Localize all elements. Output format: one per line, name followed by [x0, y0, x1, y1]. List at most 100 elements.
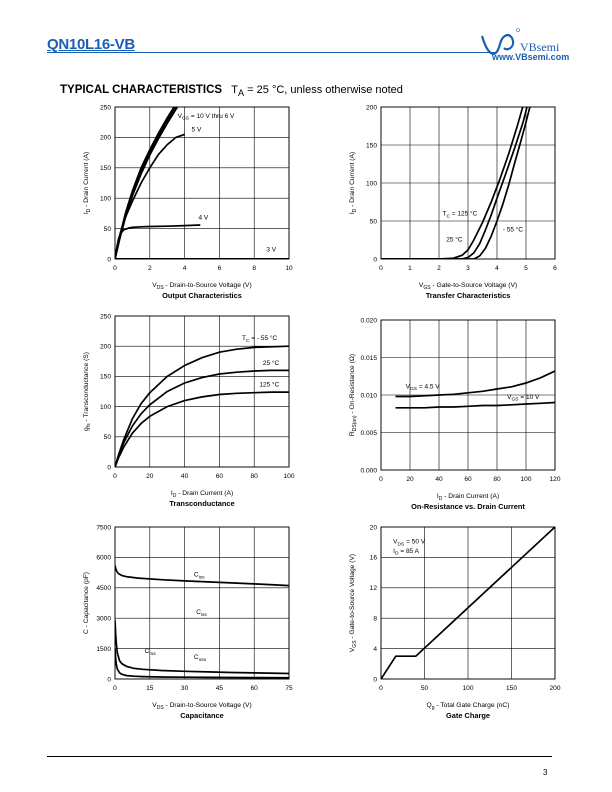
annotation: TC = 125 °C — [442, 210, 477, 220]
annotation: Coss — [194, 654, 207, 663]
annotation: 5 V — [192, 126, 202, 133]
plot-frame — [380, 319, 556, 471]
x-axis-label: ID - Drain Current (A) — [437, 493, 499, 502]
chart-on_resistance: 0 20 40 60 80 100 120 0.000 0.005 0.010 0.015 0.020… — [349, 317, 561, 511]
series-line — [381, 527, 555, 679]
x-tick-label: 6 — [553, 265, 557, 272]
x-tick-label: 40 — [435, 476, 443, 483]
series-line — [115, 369, 289, 467]
header-rule — [47, 52, 497, 53]
y-axis-label: RDS(on) - On-Resistance (Ω) — [349, 354, 358, 436]
part-number: QN10L16-VB — [47, 36, 135, 53]
y-tick-label: 7500 — [96, 524, 111, 531]
x-tick-label: 30 — [181, 685, 189, 692]
series-line — [115, 620, 289, 675]
series-line — [381, 107, 531, 259]
plot-frame — [380, 526, 556, 680]
x-axis-label: Qg - Total Gate Charge (nC) — [427, 702, 510, 711]
x-tick-label: 120 — [549, 476, 560, 483]
y-tick-label: 200 — [366, 104, 377, 111]
chart-capacitance: 0 15 30 45 60 75 0 1500 3000 4500 6000 7500 Ciss Ciss… — [83, 524, 293, 720]
y-tick-label: 0.010 — [360, 392, 377, 399]
y-tick-label: 150 — [100, 165, 111, 172]
y-tick-label: 8 — [373, 616, 377, 623]
annotation: Ciss — [194, 572, 205, 581]
annotation: 3 V — [266, 247, 276, 254]
x-axis-label: VDS - Drain-to-Source Voltage (V) — [152, 702, 252, 711]
y-tick-label: 0 — [373, 256, 377, 263]
y-axis-label: VGS - Gate-to-Source Voltage (V) — [349, 554, 358, 652]
annotation: 25 °C — [263, 359, 280, 367]
annotation: TC = - 55 °C — [242, 334, 278, 344]
annotation: 25 °C — [446, 236, 463, 244]
footer-rule — [47, 756, 552, 757]
annotation: Ciss — [196, 609, 207, 618]
chart-transfer: 0 1 2 3 4 5 6 0 50 100 150 200 TC = 125 °C 25 °C - 55 … — [349, 104, 557, 300]
y-tick-label: 0.000 — [360, 467, 377, 474]
logo-website-link[interactable]: www.VBsemi.com — [492, 52, 570, 62]
series-line — [115, 345, 289, 467]
series-line — [115, 224, 201, 259]
x-tick-label: 20 — [406, 476, 414, 483]
y-tick-label: 1500 — [96, 646, 111, 653]
annotation: - 55 °C — [503, 226, 524, 234]
y-tick-label: 4500 — [96, 585, 111, 592]
x-tick-label: 4 — [495, 265, 499, 272]
annotation: VGS = 10 V thru 6 V — [178, 113, 235, 122]
y-tick-label: 50 — [370, 218, 378, 225]
series-line — [395, 370, 555, 398]
chart-transconductance: 0 20 40 60 80 100 0 50 100 150 200 250 TC = - 55 °C 2… — [83, 313, 295, 508]
y-tick-label: 50 — [104, 434, 112, 441]
series-line — [115, 133, 185, 259]
annotation: VDS = 50 V — [393, 539, 426, 548]
series-line — [115, 391, 289, 467]
y-tick-label: 200 — [100, 135, 111, 142]
chart-title: Capacitance — [180, 711, 224, 720]
x-tick-label: 0 — [113, 265, 117, 272]
y-tick-label: 0.020 — [360, 317, 377, 324]
annotation: VGS = 10 V — [507, 394, 540, 403]
x-tick-label: 200 — [549, 685, 560, 692]
x-tick-label: 60 — [251, 685, 259, 692]
y-tick-label: 6000 — [96, 555, 111, 562]
x-tick-label: 45 — [216, 685, 224, 692]
y-tick-label: 250 — [100, 313, 111, 320]
x-tick-label: 10 — [285, 265, 293, 272]
x-tick-label: 80 — [493, 476, 501, 483]
chart-title: On-Resistance vs. Drain Current — [411, 502, 525, 511]
y-axis-label: gfs - Transconductance (S) — [83, 352, 92, 431]
section-note: TA = 25 °C, unless otherwise noted — [231, 84, 403, 99]
y-tick-label: 20 — [370, 524, 378, 531]
y-tick-label: 4 — [373, 646, 377, 653]
y-tick-label: 250 — [100, 104, 111, 111]
y-tick-label: 0 — [373, 676, 377, 683]
y-tick-label: 150 — [100, 374, 111, 381]
y-axis-label: ID - Drain Current (A) — [83, 152, 92, 214]
y-tick-label: 50 — [104, 226, 112, 233]
x-tick-label: 40 — [181, 473, 189, 480]
x-axis-label: VDS - Drain-to-Source Voltage (V) — [152, 282, 252, 291]
annotation: Crss — [144, 648, 156, 657]
x-tick-label: 2 — [148, 265, 152, 272]
annotation: VGS = 4.5 V — [406, 383, 441, 392]
x-tick-label: 20 — [146, 473, 154, 480]
x-tick-label: 150 — [506, 685, 517, 692]
y-tick-label: 0.005 — [360, 430, 377, 437]
y-tick-label: 200 — [100, 344, 111, 351]
chart-title: Gate Charge — [446, 711, 490, 720]
x-tick-label: 0 — [113, 473, 117, 480]
annotation: ID = 85 A — [393, 548, 419, 557]
section-title: TYPICAL CHARACTERISTICS TA = 25 °C, unle… — [60, 84, 403, 98]
series-line — [395, 401, 555, 409]
y-tick-label: 0 — [107, 676, 111, 683]
annotation: 4 V — [199, 214, 209, 221]
x-tick-label: 60 — [216, 473, 224, 480]
x-tick-label: 5 — [524, 265, 528, 272]
y-tick-label: 0 — [107, 464, 111, 471]
y-tick-label: 0.015 — [360, 355, 377, 362]
vbsemi-logo-icon — [480, 28, 520, 55]
y-tick-label: 12 — [370, 585, 378, 592]
x-tick-label: 15 — [146, 685, 154, 692]
